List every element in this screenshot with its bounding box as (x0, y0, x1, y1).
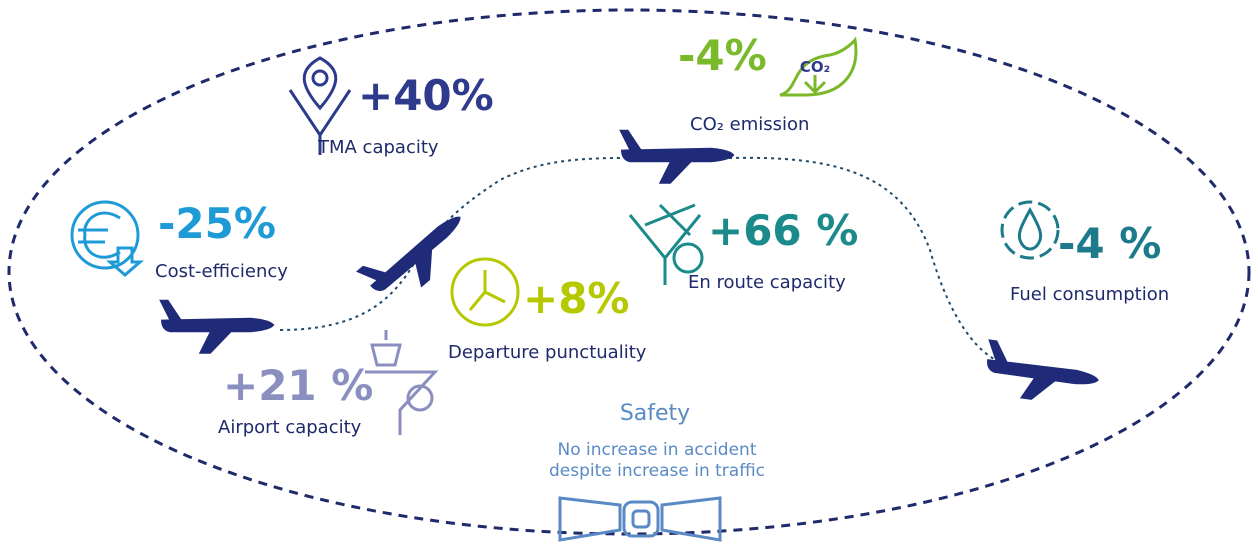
cost-value: -25% (158, 199, 276, 248)
plane (356, 197, 480, 313)
plane (619, 129, 735, 184)
co2-icon (779, 36, 858, 97)
cost-label: Cost-efficiency (155, 261, 288, 282)
co2-value: -4% (678, 31, 767, 80)
plane (159, 299, 275, 354)
clock-icon (450, 257, 520, 327)
fuel-label: Fuel consumption (1010, 284, 1169, 305)
safety-description: No increase in accident (557, 440, 756, 460)
enroute-label: En route capacity (688, 272, 846, 293)
co2-label: CO₂ emission (690, 114, 809, 135)
plane (980, 339, 1103, 409)
safety-title: Safety (620, 401, 690, 426)
airport-label: Airport capacity (218, 417, 362, 438)
airport-value: +21 % (223, 361, 373, 410)
departure-label: Departure punctuality (448, 342, 647, 363)
tower-icon (365, 330, 439, 435)
tma-value: +40% (358, 71, 494, 120)
safety-description: despite increase in traffic (549, 461, 765, 481)
enroute-icon (628, 203, 704, 285)
fuel-icon (1000, 200, 1060, 260)
seatbelt-icon (558, 496, 722, 542)
euro-icon (70, 200, 145, 277)
tma-label: TMA capacity (317, 137, 439, 158)
enroute-value: +66 % (708, 206, 858, 255)
tma-icon (288, 56, 352, 155)
fuel-value: -4 % (1058, 219, 1161, 268)
flight-path (279, 156, 1011, 366)
co2-icon-text: CO₂ (800, 58, 830, 76)
departure-value: +8% (523, 274, 630, 323)
